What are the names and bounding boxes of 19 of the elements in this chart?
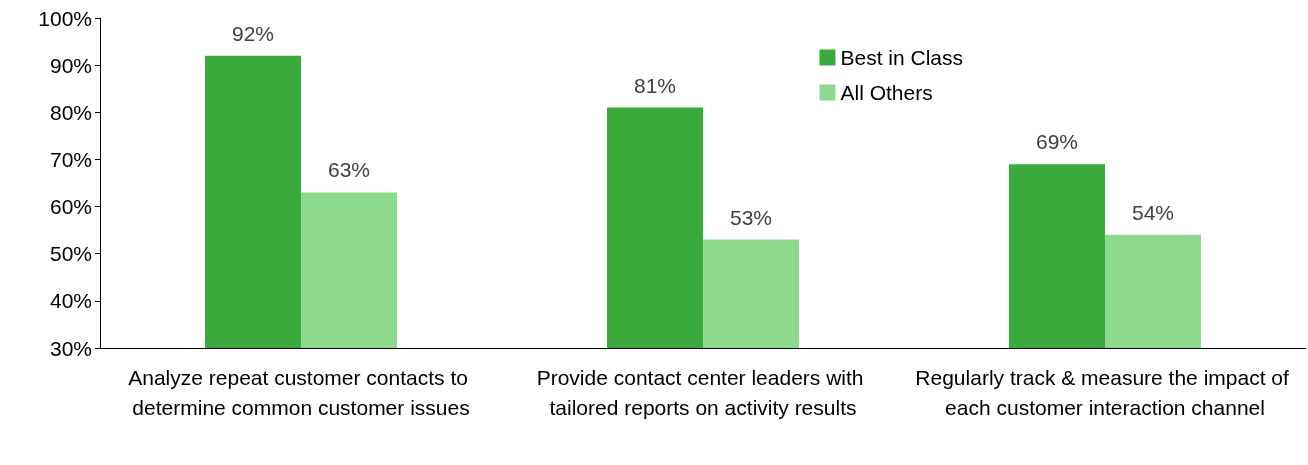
data-label: 54% [1131,200,1175,224]
data-label: 53% [729,205,773,229]
y-tick-label: 30% [49,336,92,360]
y-tick-label: 70% [49,147,92,171]
data-label: 81% [633,73,677,97]
y-tick-label: 100% [38,6,92,30]
legend-label: All Others [840,81,933,104]
data-label: 92% [231,21,275,45]
y-tick-label: 90% [49,53,92,77]
data-label: 69% [1035,130,1079,154]
data-label: 63% [327,158,371,182]
y-tick-label: 50% [49,242,92,266]
y-tick-label: 40% [49,289,92,313]
x-tick-label: Regularly track & measure the impact of each customer interaction channel [915,365,1295,419]
y-tick-label: 80% [49,100,92,124]
y-tick-label: 60% [49,195,92,219]
x-tick-label: Provide contact center leaders with tailored reports on activity results [536,365,870,419]
legend-label: Best in Class [840,46,963,69]
x-tick-label: Analyze repeat customer contacts to determine common customer issues [128,365,474,419]
